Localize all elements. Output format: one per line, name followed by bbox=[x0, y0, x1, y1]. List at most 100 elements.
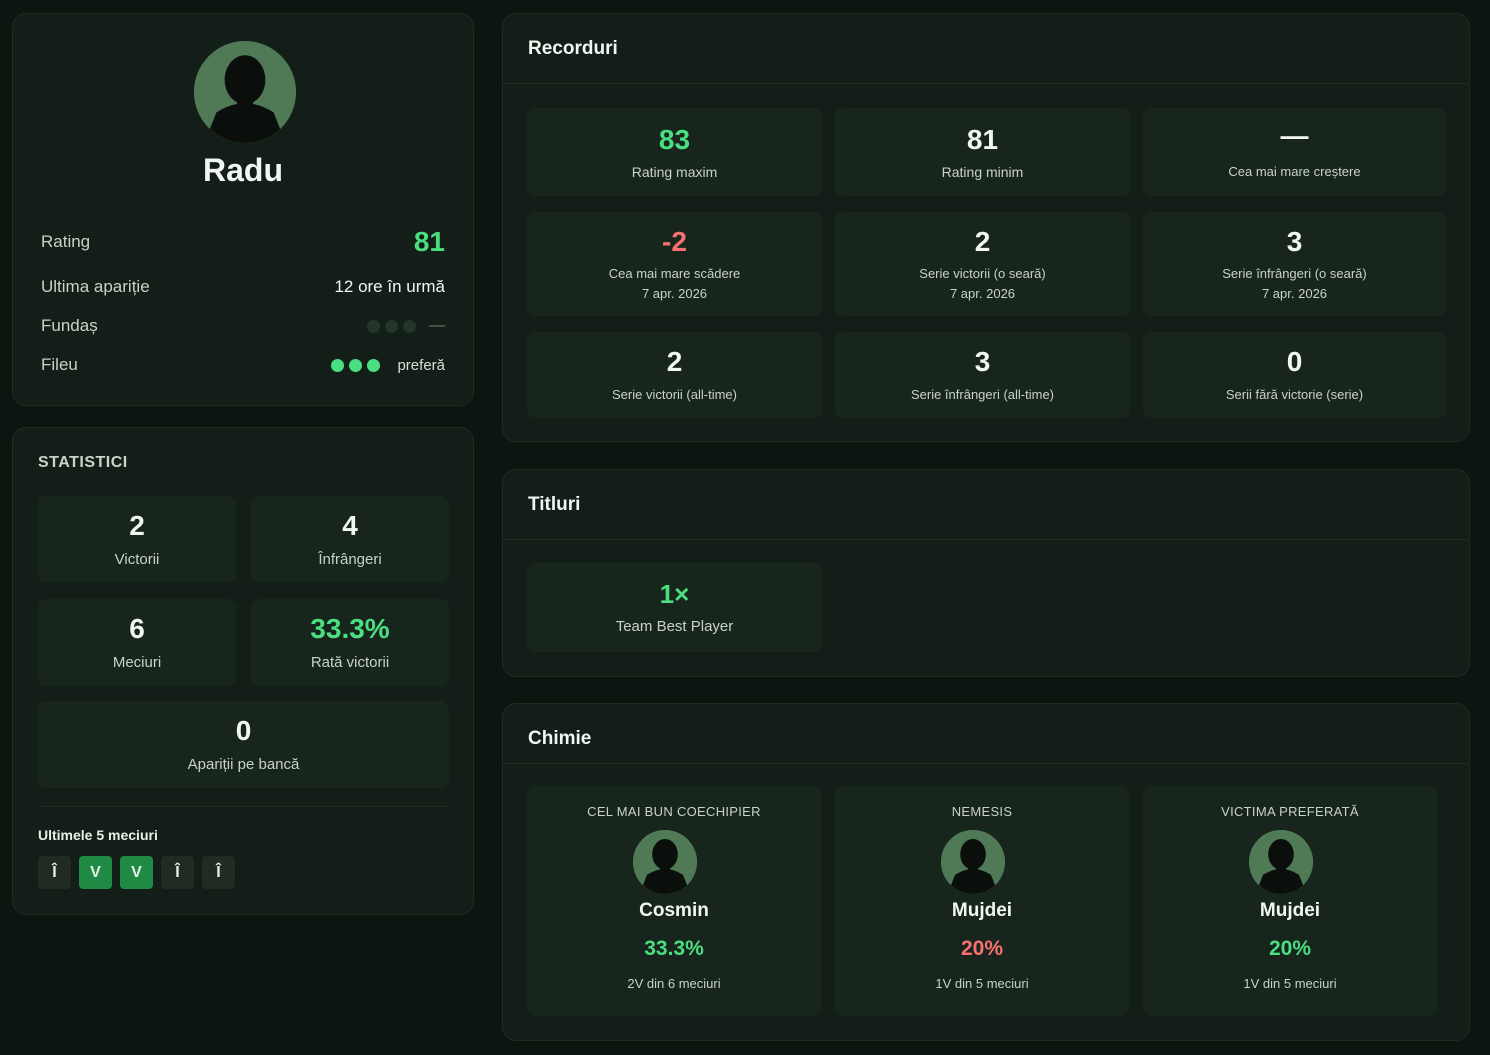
match-result-badge[interactable]: Î bbox=[161, 856, 194, 889]
record-date: 7 apr. 2026 bbox=[949, 286, 1016, 301]
stat-value: 4 bbox=[342, 510, 358, 541]
record-value: 81 bbox=[966, 124, 999, 155]
stat-value: 0 bbox=[235, 715, 252, 746]
chemistry-detail: 1V din 5 meciuri bbox=[1243, 976, 1337, 991]
chemistry-favorite-victim[interactable]: VICTIMA PREFERATĂ Mujdei 20% 1V din 5 me… bbox=[1143, 786, 1437, 1016]
title-tile: 1× Team Best Player bbox=[527, 563, 822, 652]
record-value: 3 bbox=[974, 346, 991, 377]
record-label: Cea mai mare creștere bbox=[1228, 164, 1361, 179]
chemistry-heading: VICTIMA PREFERATĂ bbox=[1221, 804, 1359, 819]
record-date: 7 apr. 2026 bbox=[641, 286, 708, 301]
preference-dot bbox=[385, 319, 398, 333]
net-preference-text: preferă bbox=[397, 356, 445, 374]
last-appearance-label: Ultima apariție bbox=[41, 277, 150, 296]
stat-value: 2 bbox=[129, 510, 145, 541]
record-value: — bbox=[1280, 120, 1309, 151]
title-name: Team Best Player bbox=[615, 618, 734, 635]
chemistry-nemesis[interactable]: NEMESIS Mujdei 20% 1V din 5 meciuri bbox=[835, 786, 1129, 1016]
chemistry-heading: CEL MAI BUN COECHIPIER bbox=[587, 804, 761, 819]
match-result-badge[interactable]: Î bbox=[38, 856, 71, 889]
record-tile-min-rating: 81 Rating minim bbox=[835, 108, 1130, 196]
divider bbox=[503, 539, 1469, 540]
defender-preference-indicator: — bbox=[367, 317, 445, 335]
record-tile-win-streak-alltime: 2 Serie victorii (all-time) bbox=[527, 332, 822, 418]
divider bbox=[503, 83, 1469, 84]
position-defender-label: Fundaș bbox=[41, 316, 98, 335]
record-value: -2 bbox=[662, 226, 687, 257]
player-name: Radu bbox=[203, 152, 283, 188]
position-net-label: Fileu bbox=[41, 355, 78, 374]
match-result-badge[interactable]: Î bbox=[202, 856, 235, 889]
titles-card: Titluri 1× Team Best Player bbox=[502, 469, 1470, 677]
titles-title: Titluri bbox=[528, 494, 581, 515]
last-appearance-row: Ultima apariție 12 ore în urmă bbox=[41, 272, 445, 302]
statistics-card: STATISTICI 2 Victorii 4 Înfrângeri 6 Mec… bbox=[12, 427, 474, 915]
match-result-badge[interactable]: V bbox=[79, 856, 112, 889]
user-silhouette-icon bbox=[941, 830, 1005, 894]
user-silhouette-icon bbox=[1249, 830, 1313, 894]
chemistry-percentage: 20% bbox=[1268, 937, 1312, 960]
nemesis-avatar bbox=[941, 830, 1005, 894]
player-avatar bbox=[194, 41, 296, 143]
statistics-heading: STATISTICI bbox=[38, 454, 128, 471]
record-tile-win-streak-evening: 2 Serie victorii (o seară) 7 apr. 2026 bbox=[835, 212, 1130, 316]
player-name: Cosmin bbox=[639, 900, 709, 921]
stat-label: Victorii bbox=[114, 551, 160, 568]
chemistry-card: Chimie CEL MAI BUN COECHIPIER Cosmin 33.… bbox=[502, 703, 1470, 1041]
record-tile-winless-streak: 0 Serii fără victorie (serie) bbox=[1143, 332, 1446, 418]
record-label: Serii fără victorie (serie) bbox=[1225, 387, 1364, 402]
stat-label: Rată victorii bbox=[310, 654, 390, 671]
match-result-badge[interactable]: V bbox=[120, 856, 153, 889]
record-label: Cea mai mare scădere bbox=[608, 266, 741, 281]
chemistry-detail: 2V din 6 meciuri bbox=[627, 976, 721, 991]
stat-tile-wins: 2 Victorii bbox=[38, 496, 236, 583]
stat-label: Meciuri bbox=[112, 654, 162, 671]
position-defender-row: Fundaș — bbox=[41, 311, 445, 341]
record-value: 2 bbox=[974, 226, 991, 257]
record-label: Serie înfrângeri (o seară) bbox=[1222, 266, 1367, 281]
chemistry-detail: 1V din 5 meciuri bbox=[935, 976, 1029, 991]
user-silhouette-icon bbox=[633, 830, 697, 894]
rating-row: Rating 81 bbox=[41, 226, 445, 257]
record-value: 2 bbox=[666, 346, 683, 377]
record-value: 0 bbox=[1286, 346, 1303, 377]
last-5-matches: Î V V Î Î bbox=[38, 856, 235, 889]
record-label: Serie victorii (all-time) bbox=[612, 387, 737, 402]
record-label: Rating maxim bbox=[631, 164, 718, 180]
stat-label: Înfrângeri bbox=[318, 551, 382, 568]
stat-label: Apariții pe bancă bbox=[187, 756, 300, 773]
record-label: Serie înfrângeri (all-time) bbox=[910, 387, 1055, 402]
stat-tile-bench: 0 Apariții pe bancă bbox=[38, 701, 449, 788]
preference-dot bbox=[331, 358, 345, 372]
record-value: 3 bbox=[1286, 226, 1303, 257]
player-profile-card: Radu Rating 81 Ultima apariție 12 ore în… bbox=[12, 13, 474, 406]
stat-tile-win-rate: 33.3% Rată victorii bbox=[251, 599, 449, 686]
chemistry-best-teammate[interactable]: CEL MAI BUN COECHIPIER Cosmin 33.3% 2V d… bbox=[527, 786, 821, 1016]
divider bbox=[38, 806, 448, 807]
victim-avatar bbox=[1249, 830, 1313, 894]
records-card: Recorduri 83 Rating maxim 81 Rating mini… bbox=[502, 13, 1470, 442]
position-net-row: Fileu preferă bbox=[41, 350, 445, 380]
chemistry-percentage: 33.3% bbox=[644, 937, 704, 960]
record-tile-loss-streak-alltime: 3 Serie înfrângeri (all-time) bbox=[835, 332, 1130, 418]
user-silhouette-icon bbox=[194, 41, 296, 143]
stat-tile-losses: 4 Înfrângeri bbox=[251, 496, 449, 583]
last-5-matches-label: Ultimele 5 meciuri bbox=[38, 827, 158, 843]
stat-value: 6 bbox=[129, 613, 145, 644]
record-tile-biggest-drop: -2 Cea mai mare scădere 7 apr. 2026 bbox=[527, 212, 822, 316]
player-name: Mujdei bbox=[1259, 900, 1321, 921]
preference-dot bbox=[403, 319, 416, 333]
defender-preference-text: — bbox=[429, 317, 445, 334]
record-label: Serie victorii (o seară) bbox=[919, 266, 1046, 281]
record-tile-biggest-gain: — Cea mai mare creștere bbox=[1143, 108, 1446, 196]
record-value: 83 bbox=[658, 124, 691, 155]
stat-tile-matches: 6 Meciuri bbox=[38, 599, 236, 686]
rating-value: 81 bbox=[413, 226, 445, 257]
chemistry-title: Chimie bbox=[528, 728, 592, 749]
last-appearance-value: 12 ore în urmă bbox=[334, 277, 445, 296]
preference-dot bbox=[367, 319, 380, 333]
record-label: Rating minim bbox=[941, 164, 1024, 180]
records-title: Recorduri bbox=[528, 38, 618, 59]
teammate-avatar bbox=[633, 830, 697, 894]
chemistry-heading: NEMESIS bbox=[951, 804, 1013, 819]
